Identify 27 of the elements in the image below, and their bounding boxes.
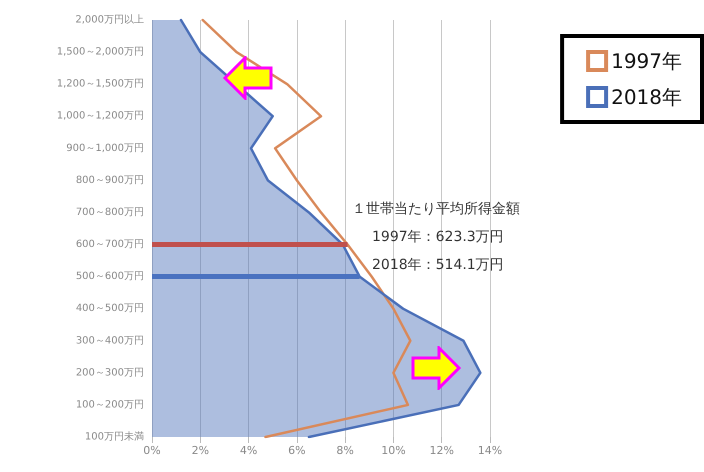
y-tick-label: 2,000万円以上 (75, 14, 144, 26)
y-tick-label: 1,000～1,200万円 (56, 110, 144, 122)
x-tick-label: 14% (478, 444, 502, 457)
y-tick-label: 100万円未満 (84, 430, 144, 442)
y-tick-label: 500～600万円 (76, 271, 144, 282)
x-tick-label: 10% (381, 444, 406, 457)
y-tick-label: 200～300万円 (76, 367, 144, 378)
y-tick-label: 900～1,000万円 (66, 142, 144, 154)
x-tick-label: 8% (336, 444, 354, 457)
x-tick-label: 0% (143, 444, 161, 457)
y-tick-label: 1,200～1,500万円 (56, 78, 144, 90)
annotation: 2018年：514.1万円 (372, 257, 504, 273)
annotation: 1997年：623.3万円 (372, 229, 504, 245)
y-tick-label: 700～800万円 (76, 206, 144, 218)
legend-label: 1997年 (611, 49, 682, 73)
y-tick-label: 100～200万円 (76, 399, 144, 410)
x-tick-label: 4% (240, 444, 258, 457)
y-tick-label: 800～900万円 (76, 174, 144, 186)
y-tick-label: 600～700万円 (76, 239, 144, 250)
annotation: １世帯当たり平均所得金額 (352, 201, 520, 217)
x-tick-label: 2% (192, 444, 210, 457)
legend-label: 2018年 (611, 85, 682, 109)
x-tick-label: 6% (288, 444, 306, 457)
x-tick-label: 12% (429, 444, 454, 457)
y-tick-label: 1,500～2,000万円 (56, 46, 144, 58)
y-tick-label: 300～400万円 (76, 335, 144, 346)
y-tick-label: 400～500万円 (76, 303, 144, 314)
